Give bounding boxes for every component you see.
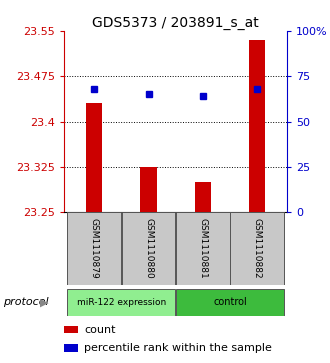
Bar [176, 289, 284, 316]
Bar [64, 344, 78, 352]
Bar [86, 103, 102, 212]
Text: GSM1110882: GSM1110882 [253, 218, 262, 279]
Bar [176, 212, 230, 285]
Bar [230, 212, 284, 285]
Text: ▶: ▶ [40, 297, 49, 307]
Bar [249, 40, 265, 212]
Text: GSM1110879: GSM1110879 [90, 218, 99, 279]
Bar [140, 167, 157, 212]
Text: miR-122 expression: miR-122 expression [77, 298, 166, 307]
Text: control: control [213, 297, 247, 307]
Title: GDS5373 / 203891_s_at: GDS5373 / 203891_s_at [92, 16, 259, 30]
Text: GSM1110880: GSM1110880 [144, 218, 153, 279]
Text: protocol: protocol [3, 297, 49, 307]
Text: GSM1110881: GSM1110881 [198, 218, 207, 279]
Bar [67, 212, 121, 285]
Text: count: count [84, 325, 116, 335]
Bar [195, 182, 211, 212]
Bar [64, 326, 78, 334]
Text: percentile rank within the sample: percentile rank within the sample [84, 343, 272, 353]
Bar [122, 212, 175, 285]
Bar [67, 289, 175, 316]
